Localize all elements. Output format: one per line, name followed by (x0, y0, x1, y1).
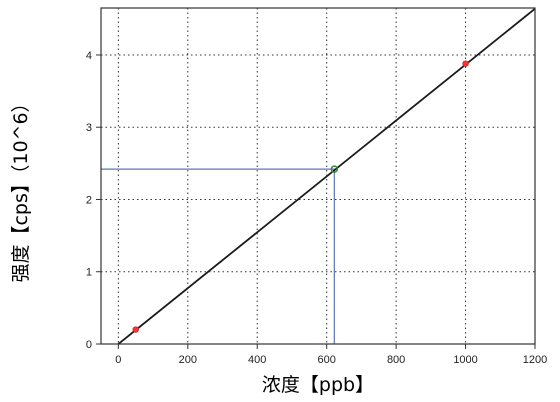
sample-guide-lines (101, 168, 335, 344)
y-tick-label-4: 4 (86, 50, 92, 62)
x-tick-label-0: 0 (115, 354, 121, 366)
x-tick-label-1200: 1200 (523, 354, 547, 366)
y-tick-label-3: 3 (86, 122, 92, 134)
standard-point-2 (462, 60, 469, 67)
plot-frame (100, 7, 536, 345)
sample-guide-line (101, 168, 335, 344)
y-tick-label-1: 1 (86, 267, 92, 279)
calibration-line (117, 8, 535, 344)
calibration-line-group (117, 8, 535, 344)
y-tick-label-2: 2 (86, 194, 92, 206)
sample-point (330, 165, 339, 173)
x-axis-ticks: 0 200 400 600 800 1000 1200 (115, 344, 547, 366)
y-axis-title: 强度【cps】（10^6） (10, 93, 32, 282)
x-tick-label-600: 600 (318, 354, 336, 366)
y-axis-ticks: 0 1 2 3 4 (86, 50, 101, 351)
y-tick-label-0: 0 (86, 339, 92, 351)
x-tick-label-800: 800 (387, 354, 405, 366)
data-points (132, 60, 469, 333)
x-tick-label-200: 200 (179, 354, 197, 366)
x-axis-title: 浓度【ppb】 (262, 374, 374, 396)
x-tick-label-400: 400 (248, 354, 266, 366)
standard-point-1 (132, 326, 139, 333)
x-tick-label-1000: 1000 (453, 354, 477, 366)
grid-lines (101, 8, 535, 344)
